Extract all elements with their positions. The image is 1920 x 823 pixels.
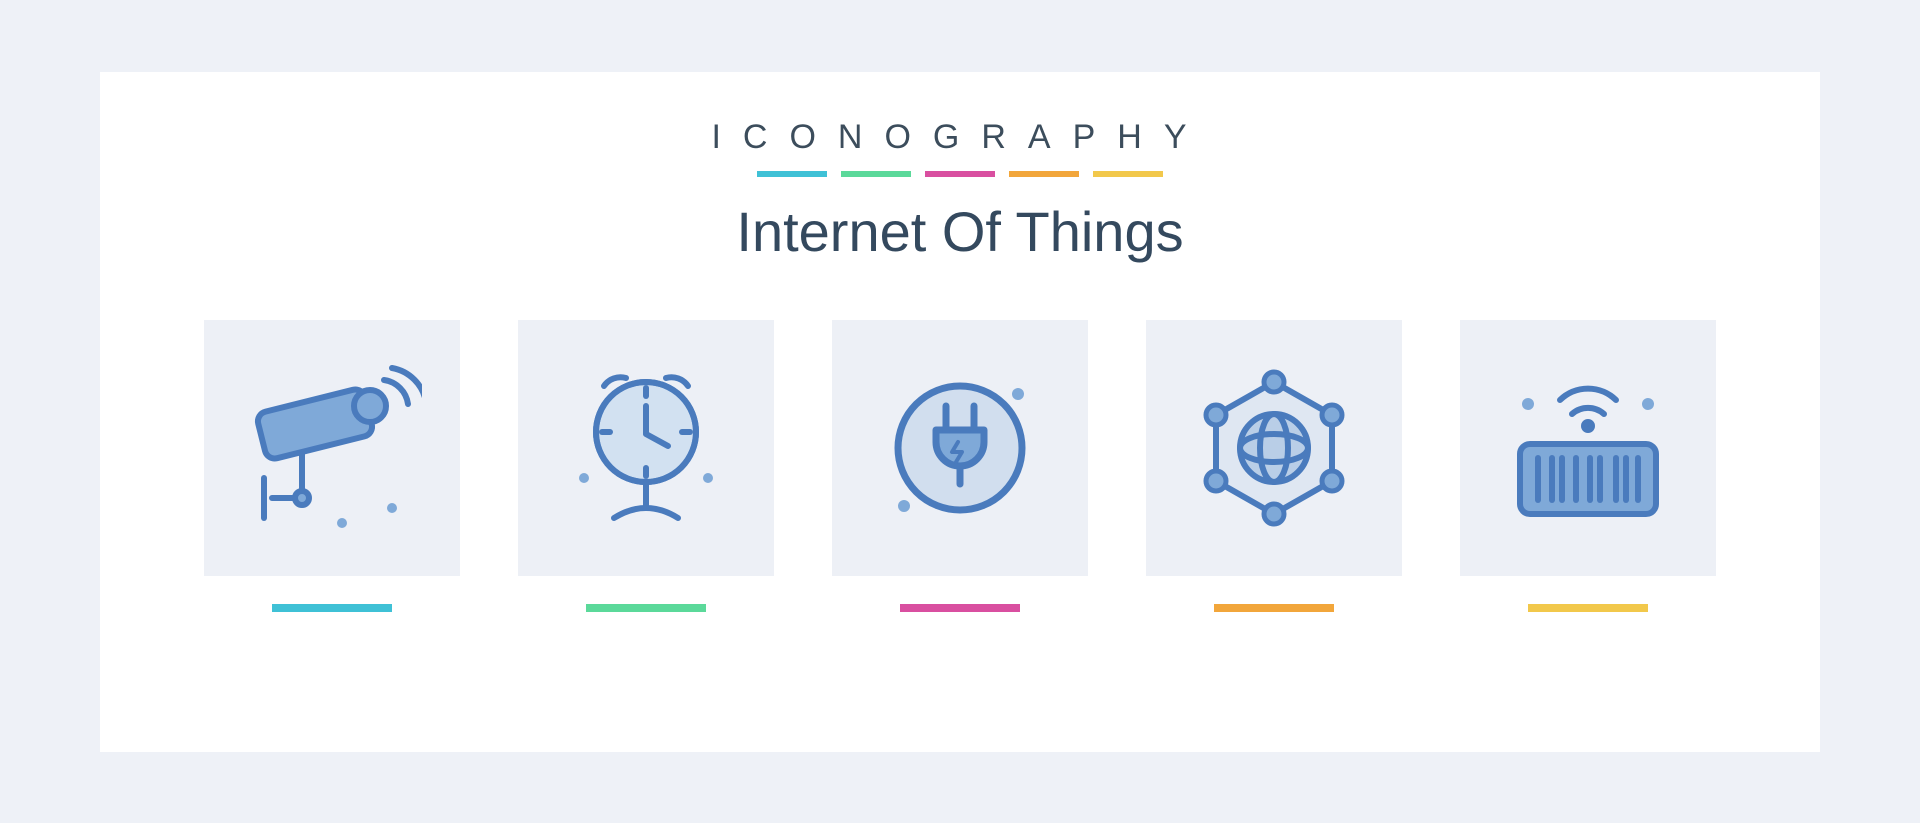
icon-box — [1460, 320, 1716, 576]
icon-box — [204, 320, 460, 576]
brand-label: ICONOGRAPHY — [711, 118, 1208, 157]
tile-accent — [586, 604, 706, 612]
tile-accent — [900, 604, 1020, 612]
icon-box — [1146, 320, 1402, 576]
power-plug-icon — [870, 358, 1050, 538]
accent-bar — [1093, 171, 1163, 177]
tile-accent — [1528, 604, 1648, 612]
tile-accent — [272, 604, 392, 612]
icon-tile — [832, 320, 1088, 612]
globe-network-icon — [1184, 358, 1364, 538]
icons-row — [204, 320, 1716, 612]
icon-tile — [1460, 320, 1716, 612]
brand-accent-row — [757, 171, 1163, 177]
icon-box — [518, 320, 774, 576]
pack-title: Internet Of Things — [736, 199, 1183, 264]
infographic-card: ICONOGRAPHY Internet Of Things — [100, 72, 1820, 752]
icon-tile — [204, 320, 460, 612]
accent-bar — [841, 171, 911, 177]
alarm-clock-icon — [556, 358, 736, 538]
smart-barcode-icon — [1498, 358, 1678, 538]
accent-bar — [1009, 171, 1079, 177]
accent-bar — [757, 171, 827, 177]
accent-bar — [925, 171, 995, 177]
icon-tile — [518, 320, 774, 612]
icon-tile — [1146, 320, 1402, 612]
icon-box — [832, 320, 1088, 576]
tile-accent — [1214, 604, 1334, 612]
cctv-camera-icon — [242, 358, 422, 538]
